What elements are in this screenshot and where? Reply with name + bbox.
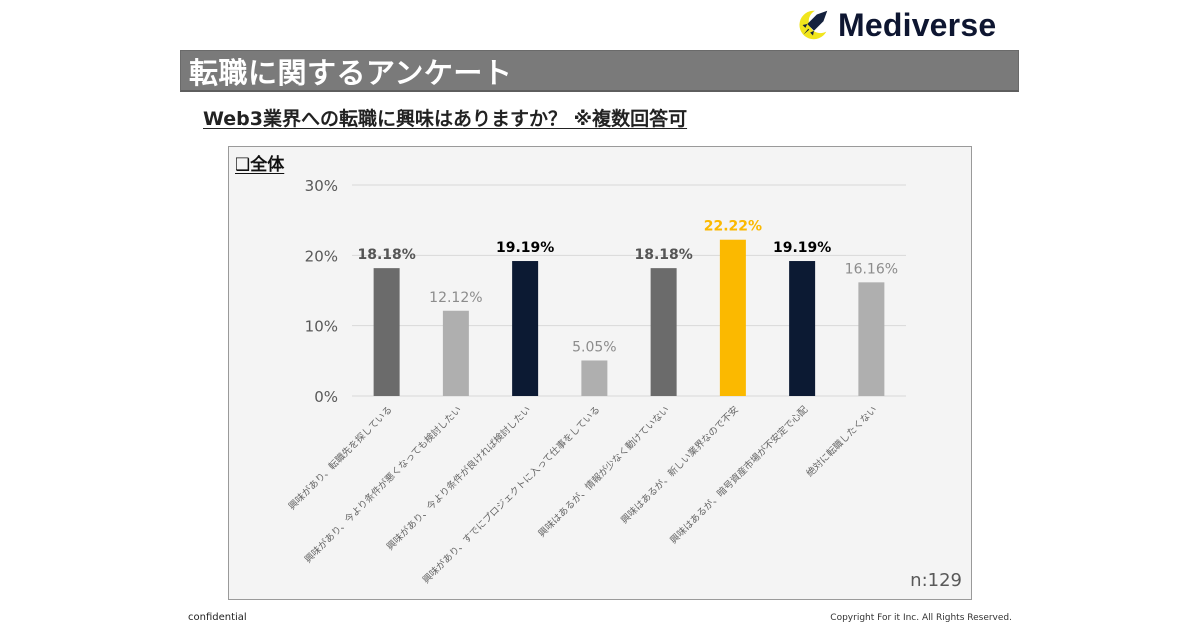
page-title: 転職に関するアンケート <box>189 55 513 90</box>
data-label: 18.18% <box>634 247 692 263</box>
bar <box>442 310 469 396</box>
y-tick-label: 30% <box>305 177 338 195</box>
data-label: 18.18% <box>357 247 415 263</box>
y-axis-ticks: 0% 10% 20% 30% <box>305 177 338 406</box>
y-tick-label: 10% <box>305 318 338 336</box>
data-labels: 18.18% 12.12% 19.19% 5.05% 18.18% 22.22% 19.19… <box>357 219 898 356</box>
y-tick-label: 0% <box>314 388 338 406</box>
bar <box>373 268 400 396</box>
brand-name: Mediverse <box>838 6 997 43</box>
bars <box>373 239 885 396</box>
bar <box>650 268 677 396</box>
data-label: 16.16% <box>845 261 898 277</box>
bar <box>581 360 608 396</box>
x-tick-label: 興味はあるが、新しい業界なので不安 <box>618 404 741 527</box>
sample-size: n:129 <box>910 570 962 591</box>
x-tick-label: 絶対に転職したくない <box>804 404 880 480</box>
confidential-label: confidential <box>188 612 247 623</box>
bar <box>719 239 746 396</box>
x-axis-labels: 興味があり、転職先を探している興味があり、今より条件が悪くなっても検討したい興味… <box>286 403 880 586</box>
bar <box>512 261 539 396</box>
x-tick-label: 興味があり、今より条件が良ければ検討したい <box>384 404 533 553</box>
data-label: 22.22% <box>704 219 762 235</box>
page-title-bar: 転職に関するアンケート <box>180 50 1019 92</box>
data-label: 19.19% <box>496 240 554 256</box>
rocket-moon-icon <box>799 10 828 40</box>
section-label: ❑全体 <box>235 155 285 175</box>
data-label: 12.12% <box>429 290 482 306</box>
y-tick-label: 20% <box>305 247 338 265</box>
x-tick-label: 興味があり、今より条件が悪くなっても検討したい <box>302 404 464 566</box>
data-label: 19.19% <box>773 240 831 256</box>
x-tick-label: 興味はあるが、暗号資産市場が不安定で心配 <box>668 403 811 546</box>
copyright: Copyright For it Inc. All Rights Reserve… <box>830 613 1012 623</box>
brand-logo: Mediverse <box>794 6 996 44</box>
bar <box>789 261 816 396</box>
data-label: 5.05% <box>572 339 616 355</box>
bar <box>858 282 885 396</box>
survey-question: Web3業界への転職に興味はありますか？ ※複数回答可 <box>203 108 688 130</box>
x-tick-label: 興味はあるが、情報が少なく動けていない <box>536 404 672 540</box>
